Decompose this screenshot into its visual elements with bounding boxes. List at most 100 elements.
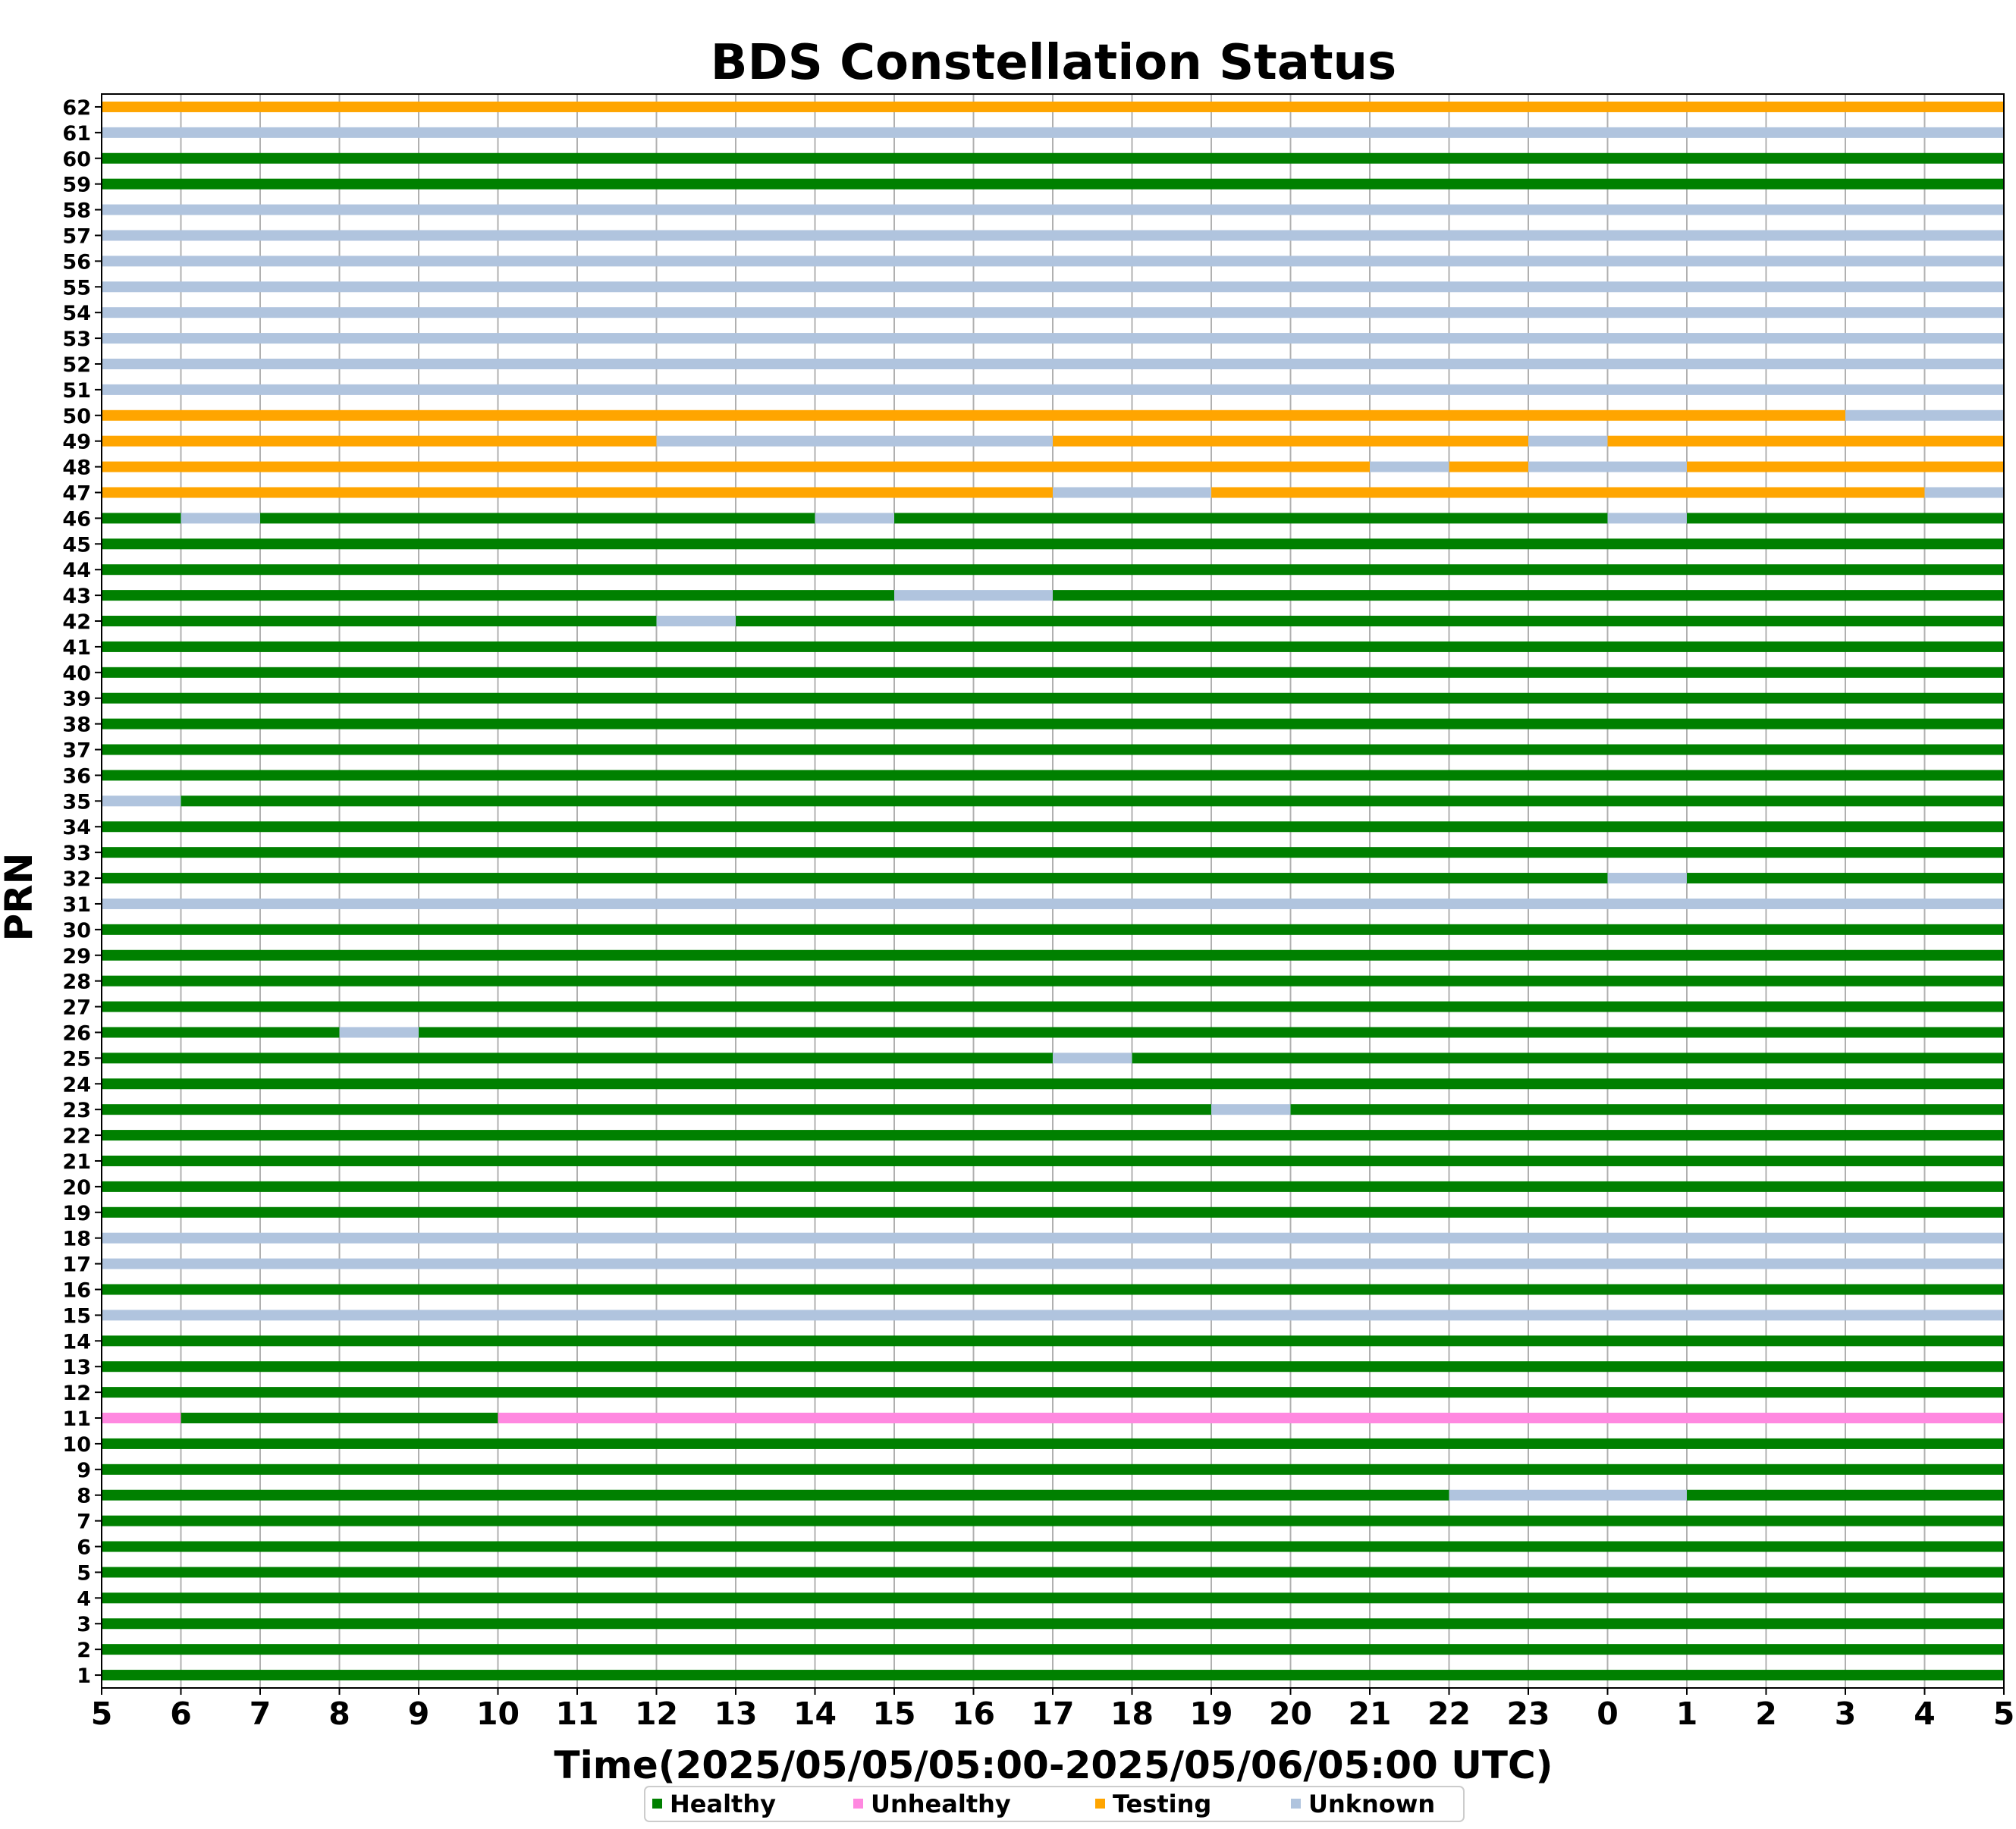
status-segment-unknown bbox=[102, 1310, 2004, 1321]
legend-swatch-unhealthy bbox=[853, 1799, 863, 1809]
y-tick-label: 4 bbox=[77, 1587, 91, 1611]
y-tick-label: 43 bbox=[62, 585, 91, 608]
legend-swatch-healthy bbox=[652, 1799, 662, 1809]
y-tick-label: 19 bbox=[62, 1202, 91, 1225]
x-tick-label: 10 bbox=[476, 1696, 520, 1732]
y-tick-label: 58 bbox=[62, 199, 91, 223]
status-segment-healthy bbox=[102, 1130, 2004, 1141]
y-tick-label: 24 bbox=[62, 1073, 91, 1096]
y-axis-label: PRN bbox=[0, 853, 41, 942]
status-segment-unknown bbox=[102, 256, 2004, 267]
status-segment-testing bbox=[1687, 461, 2004, 472]
legend: Healthy Unhealthy Testing Unknown bbox=[644, 1786, 1465, 1822]
y-tick-label: 47 bbox=[62, 482, 91, 506]
status-segment-unknown bbox=[102, 898, 2004, 909]
status-segment-healthy bbox=[102, 1387, 2004, 1398]
y-tick-label: 46 bbox=[62, 507, 91, 531]
status-segment-unhealthy bbox=[102, 1413, 181, 1424]
status-segment-unknown bbox=[102, 307, 2004, 318]
status-segment-unknown bbox=[1528, 461, 1687, 472]
y-tick-label: 55 bbox=[62, 276, 91, 300]
status-segment-testing bbox=[102, 409, 1845, 421]
status-segment-healthy bbox=[1053, 590, 2004, 601]
status-segment-healthy bbox=[736, 616, 2004, 627]
status-segment-unknown bbox=[102, 795, 181, 807]
status-segment-testing bbox=[1211, 487, 1925, 498]
y-tick-label: 22 bbox=[62, 1125, 91, 1148]
status-segment-healthy bbox=[1687, 1489, 2004, 1501]
status-segment-testing bbox=[102, 487, 1053, 498]
status-segment-healthy bbox=[102, 538, 2004, 550]
status-segment-healthy bbox=[1132, 1053, 2004, 1064]
y-tick-label: 15 bbox=[62, 1304, 91, 1328]
y-tick-label: 12 bbox=[62, 1382, 91, 1405]
x-tick-label: 21 bbox=[1348, 1696, 1391, 1732]
status-segment-healthy bbox=[102, 564, 2004, 576]
status-bars bbox=[102, 101, 2004, 1681]
status-segment-healthy bbox=[102, 770, 2004, 781]
status-segment-healthy bbox=[894, 513, 1608, 524]
status-segment-unhealthy bbox=[498, 1413, 2004, 1424]
x-tick-label: 13 bbox=[714, 1696, 757, 1732]
x-tick-label: 2 bbox=[1755, 1696, 1777, 1732]
status-segment-healthy bbox=[102, 1464, 2004, 1475]
y-tick-label: 30 bbox=[62, 919, 91, 943]
status-segment-healthy bbox=[102, 1001, 2004, 1012]
status-segment-healthy bbox=[102, 718, 2004, 729]
y-tick-label: 6 bbox=[77, 1536, 91, 1560]
status-segment-healthy bbox=[102, 1361, 2004, 1373]
x-tick-label: 3 bbox=[1835, 1696, 1857, 1732]
status-segment-healthy bbox=[102, 1155, 2004, 1166]
status-segment-unknown bbox=[1607, 873, 1687, 884]
status-segment-healthy bbox=[102, 513, 181, 524]
y-tick-label: 27 bbox=[62, 996, 91, 1020]
y-tick-label: 9 bbox=[77, 1459, 91, 1482]
y-tick-label: 34 bbox=[62, 816, 91, 839]
y-tick-label: 60 bbox=[62, 148, 91, 171]
x-tick-label: 19 bbox=[1189, 1696, 1233, 1732]
y-tick-label: 57 bbox=[62, 224, 91, 248]
x-tick-label: 14 bbox=[793, 1696, 837, 1732]
status-segment-testing bbox=[1607, 435, 2004, 447]
status-segment-healthy bbox=[1687, 513, 2004, 524]
y-tick-label: 1 bbox=[77, 1664, 91, 1688]
y-tick-label: 37 bbox=[62, 739, 91, 763]
status-segment-healthy bbox=[102, 667, 2004, 678]
y-tick-label: 25 bbox=[62, 1047, 91, 1071]
status-segment-unknown bbox=[1528, 435, 1608, 447]
status-segment-healthy bbox=[102, 821, 2004, 833]
status-segment-unknown bbox=[656, 616, 736, 627]
status-segment-healthy bbox=[102, 152, 2004, 164]
status-segment-testing bbox=[102, 435, 657, 447]
status-segment-healthy bbox=[102, 1335, 2004, 1347]
x-tick-label: 6 bbox=[170, 1696, 192, 1732]
status-segment-healthy bbox=[1290, 1104, 2004, 1115]
x-tick-label: 7 bbox=[250, 1696, 272, 1732]
y-tick-label: 16 bbox=[62, 1279, 91, 1303]
status-segment-healthy bbox=[102, 744, 2004, 755]
x-tick-label: 15 bbox=[872, 1696, 915, 1732]
y-tick-label: 62 bbox=[62, 96, 91, 120]
y-tick-label: 42 bbox=[62, 610, 91, 634]
legend-swatch-testing bbox=[1095, 1799, 1105, 1809]
x-tick-label: 11 bbox=[555, 1696, 598, 1732]
status-segment-unknown bbox=[102, 333, 2004, 344]
y-tick-label: 59 bbox=[62, 174, 91, 197]
status-segment-healthy bbox=[102, 1284, 2004, 1295]
status-segment-healthy bbox=[102, 692, 2004, 704]
status-segment-unknown bbox=[102, 127, 2004, 138]
y-tick-label: 26 bbox=[62, 1021, 91, 1045]
x-tick-label: 18 bbox=[1110, 1696, 1154, 1732]
y-tick-label: 20 bbox=[62, 1176, 91, 1200]
status-segment-healthy bbox=[102, 1438, 2004, 1449]
y-tick-label: 13 bbox=[62, 1356, 91, 1379]
status-segment-unknown bbox=[1053, 487, 1211, 498]
y-tick-label: 3 bbox=[77, 1613, 91, 1636]
chart-title: BDS Constellation Status bbox=[711, 35, 1396, 91]
status-segment-unknown bbox=[102, 358, 2004, 369]
y-tick-label: 56 bbox=[62, 250, 91, 274]
y-tick-label: 29 bbox=[62, 945, 91, 968]
status-segment-unknown bbox=[102, 230, 2004, 241]
status-segment-unknown bbox=[1845, 409, 2004, 421]
status-segment-healthy bbox=[102, 1618, 2004, 1630]
